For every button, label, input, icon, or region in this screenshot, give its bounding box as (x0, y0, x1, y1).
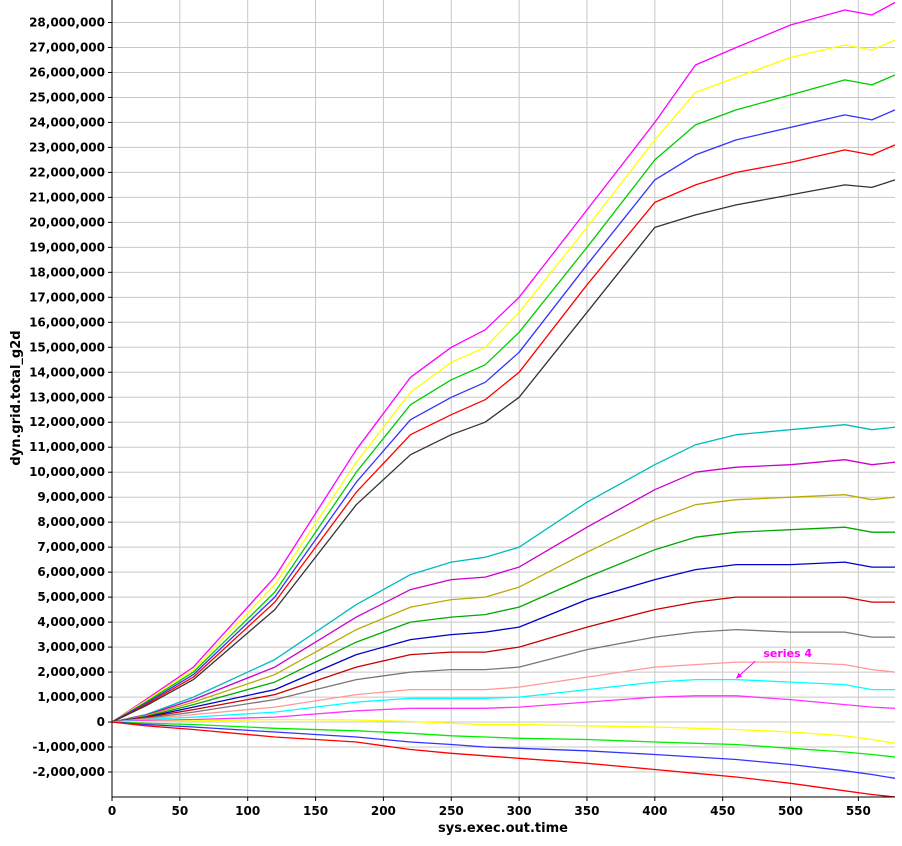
series-line-17 (111, 718, 896, 744)
series-line-12 (111, 596, 895, 723)
y-tick-label: 4,000,000 (37, 615, 105, 629)
y-tick-label: 24,000,000 (29, 115, 105, 129)
x-tick-label: 550 (846, 804, 871, 818)
y-tick-label: 26,000,000 (29, 65, 105, 79)
x-tick-label: 250 (439, 804, 464, 818)
y-tick-label: -2,000,000 (32, 765, 105, 779)
annotation-label: series 4 (763, 647, 812, 660)
y-tick-label: 5,000,000 (37, 590, 105, 604)
x-tick-label: 500 (778, 804, 803, 818)
x-axis-title: sys.exec.out.time (438, 821, 568, 836)
series-line-18 (111, 721, 896, 758)
y-tick-label: 25,000,000 (29, 90, 105, 104)
y-tick-label: 8,000,000 (37, 515, 105, 529)
x-tick-label: 200 (371, 804, 396, 818)
plot-area (112, 0, 895, 797)
series-line-1 (111, 1, 896, 723)
x-tick-labels: 0 50 100 150 200 250 300 350 400 450 500 550 (108, 797, 871, 818)
y-tick-label: 18,000,000 (29, 265, 105, 279)
y-tick-label: 11,000,000 (29, 440, 105, 454)
y-tick-label: 23,000,000 (29, 140, 105, 154)
y-tick-labels: -2,000,000 -1,000,000 0 1,000,000 2,000,000 3… (29, 15, 112, 779)
y-tick-label: 12,000,000 (29, 415, 105, 429)
series-line-2 (111, 39, 896, 723)
series-line-10 (111, 526, 895, 723)
y-tick-label: 20,000,000 (29, 215, 105, 229)
y-tick-label: 16,000,000 (29, 315, 105, 329)
y-tick-label: 7,000,000 (37, 540, 105, 554)
x-tick-label: 50 (171, 804, 188, 818)
y-tick-label: -1,000,000 (32, 740, 105, 754)
x-tick-label: 100 (235, 804, 260, 818)
y-tick-label: 13,000,000 (29, 390, 105, 404)
y-tick-label: 15,000,000 (29, 340, 105, 354)
y-axis-title: dyn.grid.total_g2d (9, 330, 24, 465)
series-lines (111, 1, 896, 798)
y-tick-label: 28,000,000 (29, 15, 105, 29)
y-tick-label: 21,000,000 (29, 190, 105, 204)
series-line-16 (111, 695, 896, 723)
y-tick-label: 3,000,000 (37, 640, 105, 654)
series-line-5 (111, 144, 896, 723)
y-tick-label: 19,000,000 (29, 240, 105, 254)
x-tick-label: 0 (108, 804, 116, 818)
x-tick-label: 400 (642, 804, 667, 818)
y-tick-label: 10,000,000 (29, 465, 105, 479)
x-tick-label: 350 (574, 804, 599, 818)
series-line-19 (111, 721, 896, 779)
y-tick-label: 27,000,000 (29, 40, 105, 54)
y-tick-label: 22,000,000 (29, 165, 105, 179)
series-line-7 (111, 424, 896, 723)
y-tick-label: 14,000,000 (29, 365, 105, 379)
y-tick-label: 6,000,000 (37, 565, 105, 579)
annotations: series 4 (735, 647, 812, 679)
series-line-15 (111, 678, 895, 723)
annotation-arrowhead (736, 672, 742, 679)
y-tick-label: 2,000,000 (37, 665, 105, 679)
series-line-8 (111, 459, 896, 723)
series-line-4 (111, 109, 896, 723)
series-line-6 (111, 179, 896, 723)
series-line-11 (111, 561, 895, 723)
y-tick-label: 1,000,000 (37, 690, 105, 704)
y-tick-label: 9,000,000 (37, 490, 105, 504)
y-tick-label: 0 (97, 715, 105, 729)
x-tick-label: 450 (710, 804, 735, 818)
series-line-9 (111, 494, 896, 723)
series-line-13 (111, 628, 895, 723)
series-line-20 (111, 721, 896, 798)
x-tick-label: 300 (507, 804, 532, 818)
series-line-14 (111, 661, 896, 723)
y-tick-label: 17,000,000 (29, 290, 105, 304)
x-tick-label: 150 (303, 804, 328, 818)
series-line-3 (111, 74, 896, 723)
